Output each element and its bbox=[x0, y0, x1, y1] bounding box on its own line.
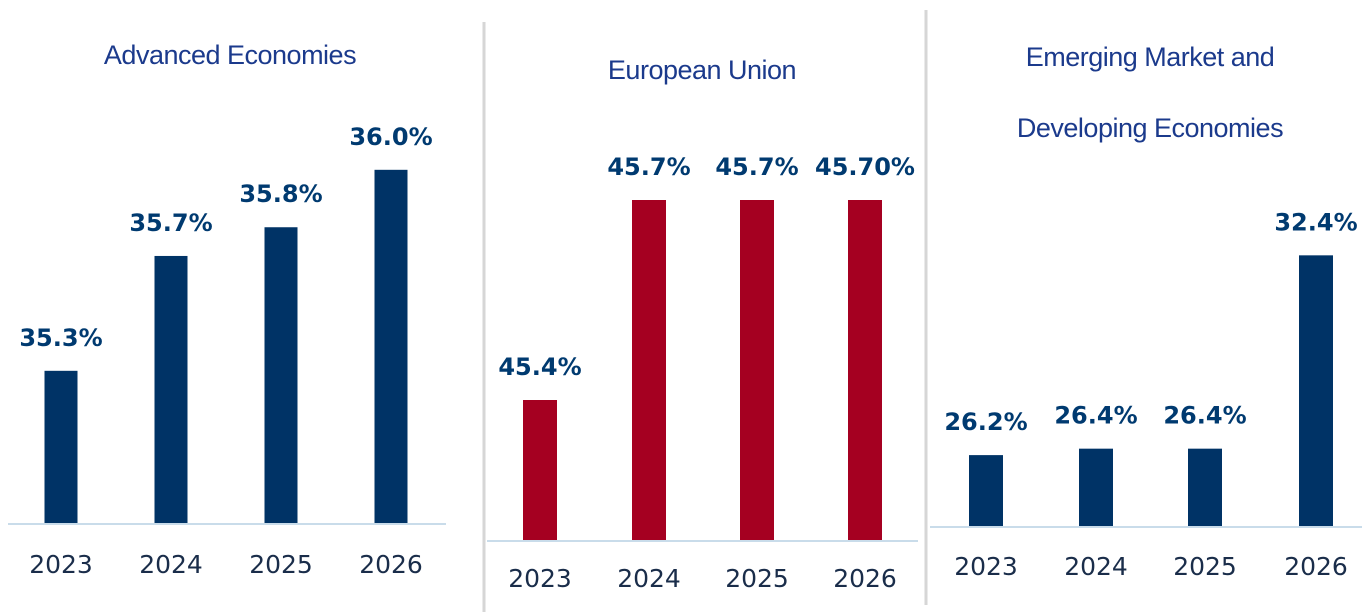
bar bbox=[848, 200, 882, 540]
x-tick-label: 2025 bbox=[249, 550, 313, 579]
value-label: 32.4% bbox=[1274, 208, 1357, 236]
chart-title: Emerging Market and Developing Economies bbox=[1016, 42, 1284, 143]
value-label: 45.70% bbox=[815, 153, 915, 181]
chart-title: European Union bbox=[607, 55, 797, 85]
value-label: 36.0% bbox=[349, 123, 432, 151]
bar bbox=[44, 370, 78, 523]
x-tick-label: 2026 bbox=[1284, 552, 1348, 581]
x-tick-label: 2025 bbox=[1173, 552, 1237, 581]
bar bbox=[969, 455, 1003, 526]
chart-title: Advanced Economies bbox=[103, 40, 357, 70]
bar bbox=[632, 200, 666, 540]
bar bbox=[1079, 448, 1113, 526]
x-tick-label: 2024 bbox=[617, 564, 681, 593]
x-tick-label: 2023 bbox=[29, 550, 93, 579]
bar bbox=[1299, 255, 1333, 527]
x-tick-label: 2023 bbox=[508, 564, 572, 593]
bar bbox=[154, 255, 188, 523]
value-label: 45.7% bbox=[607, 153, 690, 181]
value-label: 35.8% bbox=[239, 180, 322, 208]
value-label: 26.2% bbox=[944, 408, 1027, 436]
bar bbox=[264, 227, 298, 523]
bar bbox=[523, 400, 557, 540]
bar bbox=[1188, 448, 1222, 526]
value-label: 35.7% bbox=[129, 209, 212, 237]
x-tick-label: 2024 bbox=[139, 550, 203, 579]
x-tick-label: 2026 bbox=[833, 564, 897, 593]
x-tick-label: 2024 bbox=[1064, 552, 1128, 581]
value-label: 35.3% bbox=[19, 324, 102, 352]
bar bbox=[374, 169, 408, 524]
bar bbox=[740, 200, 774, 540]
x-tick-label: 2023 bbox=[954, 552, 1018, 581]
value-label: 45.7% bbox=[715, 153, 798, 181]
x-tick-label: 2026 bbox=[359, 550, 423, 579]
value-label: 26.4% bbox=[1163, 402, 1246, 430]
x-tick-label: 2025 bbox=[725, 564, 789, 593]
value-label: 26.4% bbox=[1054, 402, 1137, 430]
value-label: 45.4% bbox=[498, 353, 581, 381]
